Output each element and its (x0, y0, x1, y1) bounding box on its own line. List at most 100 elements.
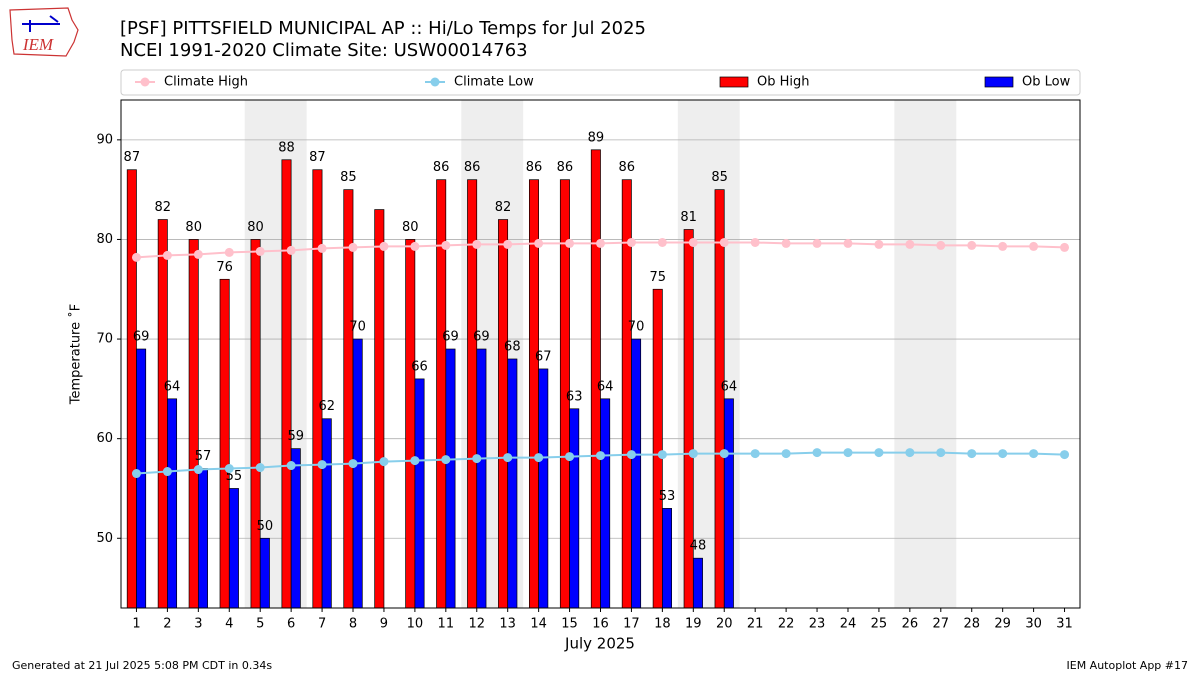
bar (652, 288, 663, 609)
x-tick-label: 21 (747, 617, 764, 632)
series-point (596, 451, 605, 461)
data-label: 88 (278, 140, 295, 155)
x-tick-label: 4 (225, 617, 233, 632)
x-tick-label: 6 (287, 617, 295, 632)
data-label: 64 (721, 379, 738, 394)
series-point (131, 469, 141, 479)
data-label: 87 (124, 150, 141, 165)
series-point (565, 238, 575, 248)
series-point (317, 243, 327, 253)
x-tick-label: 18 (654, 617, 671, 632)
series-point (626, 237, 636, 247)
bar (600, 398, 611, 609)
data-label: 68 (504, 339, 521, 354)
chart-title: [PSF] PITTSFIELD MUNICIPAL AP :: Hi/Lo T… (120, 18, 646, 39)
legend-marker (140, 77, 150, 87)
series-point (936, 240, 946, 250)
series-point (441, 455, 451, 465)
x-tick-label: 31 (1056, 617, 1073, 632)
series-point (317, 460, 327, 470)
series-point (255, 246, 265, 256)
bar (692, 557, 703, 609)
data-label: 86 (464, 160, 481, 175)
data-label: 70 (349, 320, 366, 335)
series-point (193, 465, 203, 475)
bar (197, 468, 208, 609)
data-label: 87 (309, 150, 326, 165)
legend-swatch (984, 76, 1014, 88)
data-label: 64 (164, 379, 181, 394)
x-tick-label: 1 (132, 617, 140, 632)
legend-label: Climate Low (454, 75, 534, 90)
series-point (286, 245, 296, 255)
data-label: 59 (288, 429, 305, 444)
series-point (998, 241, 1008, 251)
series-point (379, 241, 389, 251)
x-tick-label: 17 (623, 617, 640, 632)
y-tick-label: 70 (96, 332, 113, 347)
chart-subtitle: NCEI 1991-2020 Climate Site: USW00014763 (120, 40, 528, 61)
bar (312, 169, 323, 609)
series-point (503, 453, 513, 463)
bar (290, 448, 301, 609)
bar (723, 398, 734, 609)
bar (167, 398, 178, 609)
series-point (719, 237, 729, 247)
x-tick-label: 28 (963, 617, 980, 632)
legend-box (120, 69, 1081, 96)
series-point (1029, 449, 1039, 459)
series-point (131, 252, 141, 262)
bar (507, 358, 518, 609)
legend-label: Ob Low (1022, 75, 1071, 90)
bar (662, 508, 673, 609)
y-tick-label: 80 (96, 232, 113, 247)
series-point (441, 240, 451, 250)
data-label: 82 (154, 200, 171, 215)
legend-marker (430, 77, 440, 87)
bar (631, 338, 642, 609)
data-label: 70 (628, 320, 645, 335)
y-tick-label: 50 (96, 531, 113, 546)
x-tick-label: 22 (778, 617, 795, 632)
x-tick-label: 24 (840, 617, 857, 632)
data-label: 50 (257, 519, 274, 534)
series-point (472, 239, 482, 249)
series-point (379, 457, 389, 467)
series-point (688, 237, 698, 247)
series-point (626, 450, 636, 460)
series-point (967, 449, 977, 459)
series-point (750, 237, 760, 247)
series-point (193, 249, 203, 259)
x-tick-label: 15 (561, 617, 578, 632)
series-point (812, 238, 822, 248)
y-axis-label: Temperature ˚F (68, 304, 84, 405)
legend-label: Climate High (164, 75, 248, 90)
x-tick-label: 25 (871, 617, 888, 632)
logo-outline (9, 7, 79, 57)
data-label: 80 (402, 220, 419, 235)
bar (498, 219, 509, 609)
series-point (781, 449, 791, 459)
legend-swatch (719, 76, 749, 88)
data-label: 53 (659, 489, 676, 504)
series-point (1029, 241, 1039, 251)
bar (219, 278, 230, 609)
x-tick-label: 19 (685, 617, 702, 632)
bar (569, 408, 580, 609)
series-point (688, 449, 698, 459)
data-label: 82 (495, 200, 512, 215)
data-label: 66 (411, 359, 428, 374)
y-tick-label: 60 (96, 431, 113, 446)
data-label: 86 (557, 160, 574, 175)
series-point (224, 247, 234, 257)
series-point (657, 450, 667, 460)
data-label: 48 (690, 539, 707, 554)
series-point (410, 456, 420, 466)
series-point (719, 449, 729, 459)
data-label: 69 (442, 330, 459, 345)
bar (343, 189, 354, 609)
bar (126, 169, 137, 609)
series-point (534, 453, 544, 463)
series-point (998, 449, 1008, 459)
